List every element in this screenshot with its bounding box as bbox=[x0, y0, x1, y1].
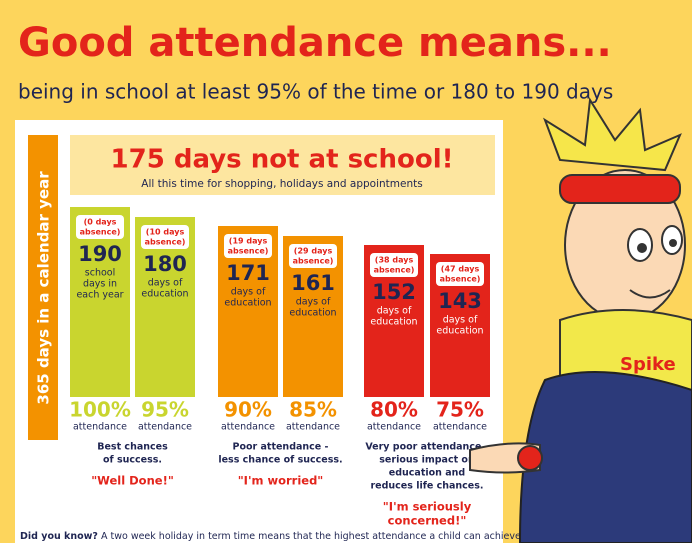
title: Good attendance means... bbox=[18, 20, 612, 66]
days-caption: education bbox=[436, 326, 483, 337]
absence-label: absence) bbox=[374, 266, 415, 275]
absence-label: absence) bbox=[293, 257, 334, 266]
attendance-label: attendance bbox=[286, 422, 340, 433]
group-text: of success. bbox=[103, 455, 162, 466]
days-caption: days of bbox=[377, 306, 412, 317]
attendance-value: 100% bbox=[69, 398, 131, 422]
absence-label: absence) bbox=[145, 238, 186, 247]
days-caption: days in bbox=[83, 279, 117, 290]
attendance-value: 85% bbox=[289, 398, 337, 422]
attendance-value: 95% bbox=[141, 398, 189, 422]
attendance-label: attendance bbox=[221, 422, 275, 433]
group-text: education and bbox=[389, 468, 465, 479]
absence-label: absence) bbox=[80, 228, 121, 237]
group-quote: "I'm seriously bbox=[383, 500, 472, 514]
subtitle: being in school at least 95% of the time… bbox=[18, 80, 613, 104]
days-value: 161 bbox=[291, 271, 335, 295]
group-quote: "I'm worried" bbox=[238, 474, 324, 488]
days-value: 180 bbox=[143, 252, 187, 276]
days-value: 171 bbox=[226, 261, 270, 285]
attendance-label: attendance bbox=[433, 422, 487, 433]
absence-label: absence) bbox=[228, 247, 269, 256]
group-quote: "Well Done!" bbox=[91, 474, 174, 488]
absence-label: (10 days bbox=[146, 228, 185, 237]
days-caption: education bbox=[289, 308, 336, 319]
days-caption: education bbox=[141, 289, 188, 300]
footer: Did you know? A two week holiday in term… bbox=[20, 531, 565, 542]
days-caption: days of bbox=[443, 315, 478, 326]
banner-subtitle: All this time for shopping, holidays and… bbox=[141, 178, 422, 190]
banner-title: 175 days not at school! bbox=[111, 145, 454, 175]
days-value: 143 bbox=[438, 289, 482, 313]
group-text: serious impact on bbox=[379, 455, 475, 466]
days-value: 152 bbox=[372, 280, 416, 304]
days-caption: education bbox=[370, 317, 417, 328]
infographic: Good attendance means... being in school… bbox=[0, 0, 692, 543]
footer-text: A two week holiday in term time means th… bbox=[101, 531, 565, 542]
days-caption: school bbox=[85, 268, 115, 279]
attendance-label: attendance bbox=[73, 422, 127, 433]
attendance-label: attendance bbox=[367, 422, 421, 433]
group-text: less chance of success. bbox=[218, 455, 342, 466]
absence-label: (0 days bbox=[84, 218, 117, 227]
absence-label: (19 days bbox=[229, 237, 268, 246]
days-caption: each year bbox=[76, 290, 123, 301]
days-caption: days of bbox=[148, 278, 183, 289]
absence-label: (47 days bbox=[441, 265, 480, 274]
group-quote: concerned!" bbox=[388, 514, 467, 528]
absence-label: (38 days bbox=[375, 256, 414, 265]
attendance-value: 90% bbox=[224, 398, 272, 422]
days-caption: days of bbox=[296, 297, 331, 308]
absence-label: absence) bbox=[440, 275, 481, 284]
character-name: Spike bbox=[620, 354, 676, 375]
attendance-value: 75% bbox=[436, 398, 484, 422]
footer-lead: Did you know? bbox=[20, 531, 98, 542]
group-text: Best chances bbox=[97, 442, 168, 453]
days-value: 190 bbox=[78, 242, 122, 266]
attendance-label: attendance bbox=[138, 422, 192, 433]
group-text: Poor attendance - bbox=[232, 442, 328, 453]
side-label: 365 days in a calendar year bbox=[35, 171, 53, 405]
days-caption: days of bbox=[231, 287, 266, 298]
days-caption: education bbox=[224, 298, 271, 309]
attendance-value: 80% bbox=[370, 398, 418, 422]
absence-label: (29 days bbox=[294, 247, 333, 256]
group-text: reduces life chances. bbox=[370, 481, 483, 492]
